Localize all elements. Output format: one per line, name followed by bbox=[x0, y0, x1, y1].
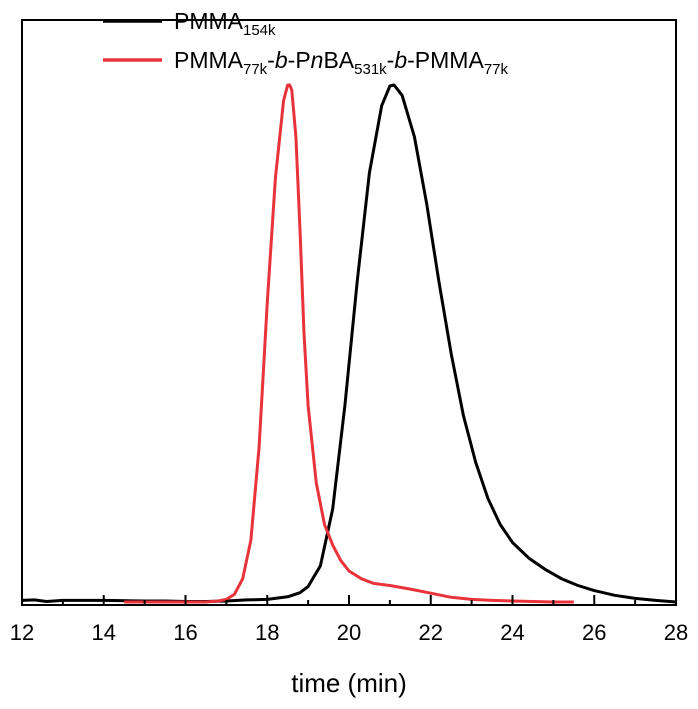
x-tick-label: 24 bbox=[500, 620, 524, 645]
legend: PMMA154k​ PMMA77k​-b-PnBA531k​-b-PMMA77k​ bbox=[103, 8, 508, 78]
x-axis-title: time (min) bbox=[291, 668, 407, 698]
plot-series bbox=[21, 83, 677, 604]
x-tick-label: 12 bbox=[10, 620, 34, 645]
legend-label-1: PMMA154k​ bbox=[174, 8, 276, 39]
x-tick-label: 18 bbox=[255, 620, 279, 645]
x-tick-label: 26 bbox=[582, 620, 606, 645]
x-tick-label: 14 bbox=[92, 620, 116, 645]
x-tick-label: 28 bbox=[664, 620, 688, 645]
series-line-1 bbox=[21, 83, 677, 604]
x-axis: 12 14 16 18 20 22 24 26 28 bbox=[10, 595, 688, 645]
plot-frame bbox=[21, 19, 677, 606]
legend-label-2: PMMA77k​-b-PnBA531k​-b-PMMA77k​ bbox=[174, 47, 508, 78]
x-tick-label: 22 bbox=[419, 620, 443, 645]
x-tick-label: 20 bbox=[337, 620, 361, 645]
series-line-2 bbox=[124, 83, 574, 604]
x-tick-label: 16 bbox=[173, 620, 197, 645]
